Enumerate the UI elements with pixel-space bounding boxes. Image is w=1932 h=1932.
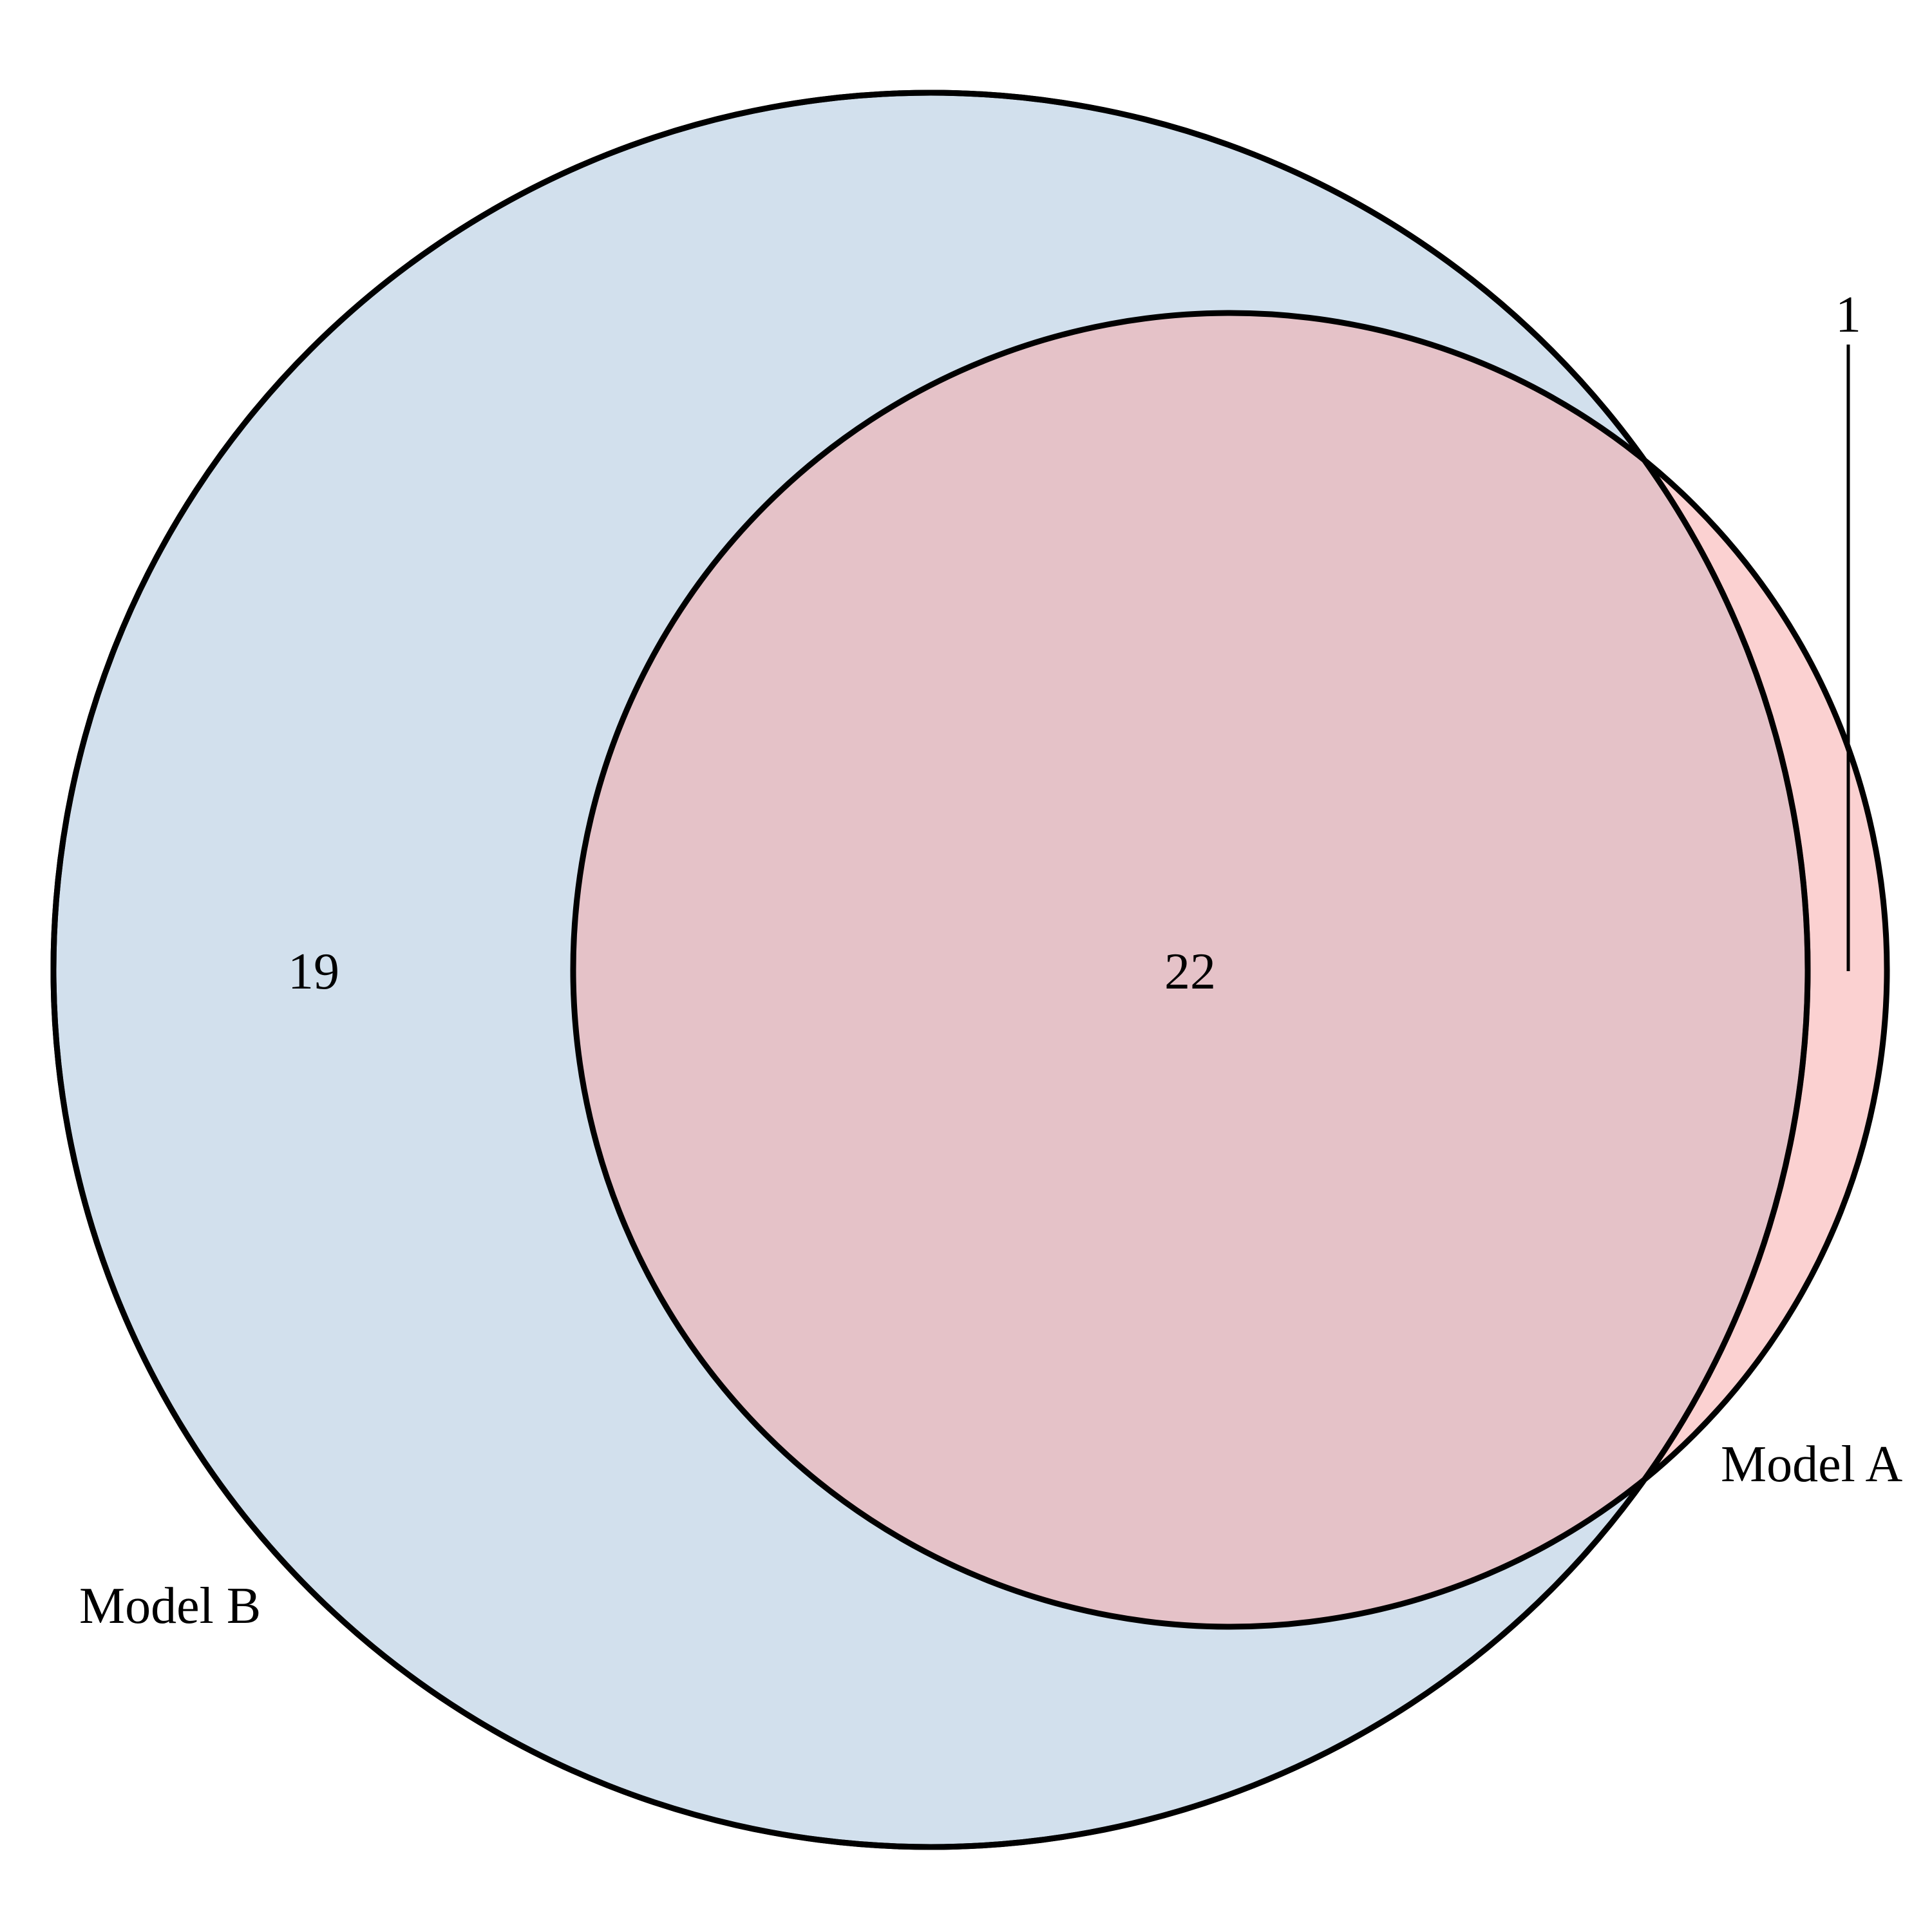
intersection-count: 22: [1164, 943, 1216, 1000]
model-b-label: Model B: [79, 1578, 261, 1634]
only-b-count: 19: [288, 943, 339, 1000]
model-a-circle: [570, 310, 1890, 1630]
model-a-label: Model A: [1721, 1436, 1902, 1493]
only-a-count: 1: [1835, 287, 1861, 343]
model-b-outline: [50, 90, 1811, 1850]
